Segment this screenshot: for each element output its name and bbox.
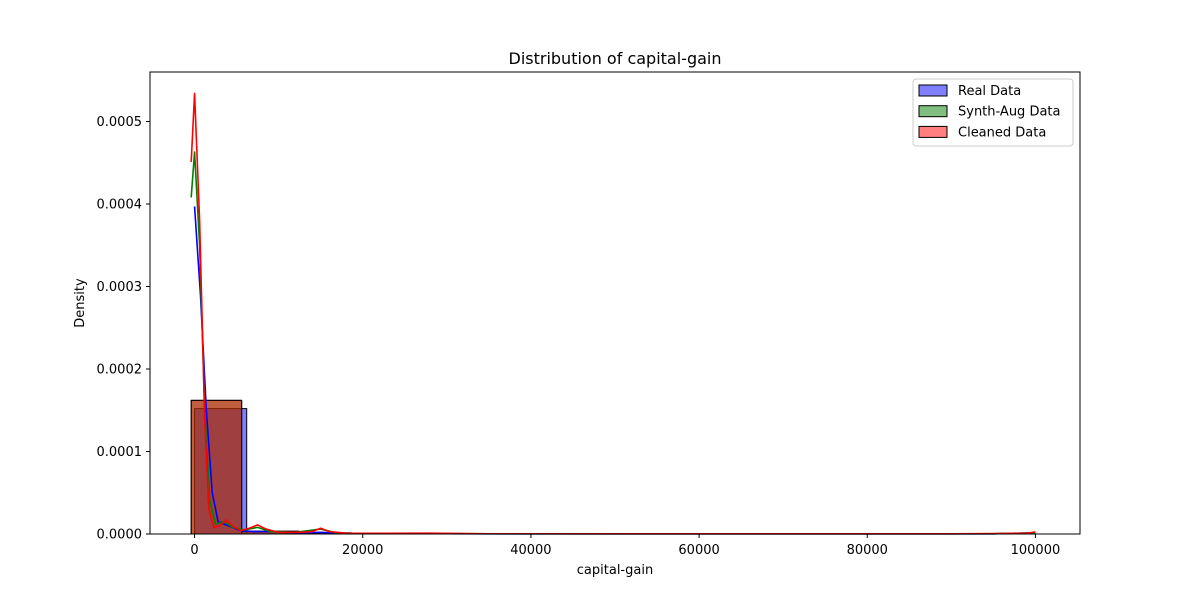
x-tick-label: 20000 xyxy=(342,543,383,558)
x-tick-label: 0 xyxy=(190,543,198,558)
x-axis-title: capital-gain xyxy=(577,563,653,578)
legend: Real Data Synth-Aug Data Cleaned Data xyxy=(912,78,1074,147)
legend-swatch xyxy=(918,84,948,97)
x-tick-label: 80000 xyxy=(847,543,888,558)
y-tick-label: 0.0005 xyxy=(97,115,143,130)
y-tick-label: 0.0002 xyxy=(97,363,143,378)
y-tick-label: 0.0004 xyxy=(97,198,143,213)
legend-frame xyxy=(912,78,1074,147)
legend-label: Synth-Aug Data xyxy=(958,105,1060,120)
plot-frame xyxy=(149,71,1081,535)
legend-label: Cleaned Data xyxy=(958,125,1046,140)
x-tick-label: 100000 xyxy=(1011,543,1061,558)
x-tick-label: 60000 xyxy=(678,543,719,558)
y-tick-label: 0.0001 xyxy=(97,445,143,460)
legend-label: Real Data xyxy=(958,84,1021,99)
legend-swatch xyxy=(918,105,948,118)
y-tick-label: 0.0000 xyxy=(97,528,143,543)
y-tick-label: 0.0003 xyxy=(97,280,143,295)
y-axis: 0.0000 0.0001 0.0002 0.0003 0.0004 0.0005 xyxy=(97,115,150,543)
chart-title: Distribution of capital-gain xyxy=(509,49,722,68)
y-axis-title: Density xyxy=(73,278,88,328)
x-tick-label: 40000 xyxy=(510,543,551,558)
x-axis: 0 20000 40000 60000 80000 100000 xyxy=(190,534,1060,558)
legend-swatch xyxy=(918,125,948,138)
